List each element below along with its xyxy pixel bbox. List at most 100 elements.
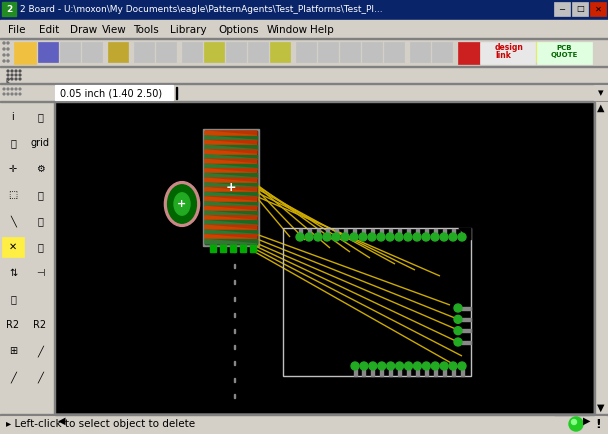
Text: ✛: ✛ xyxy=(9,164,17,174)
Circle shape xyxy=(11,70,13,72)
Circle shape xyxy=(7,88,9,90)
Bar xyxy=(2,289,24,309)
Text: ▶: ▶ xyxy=(583,416,591,426)
Bar xyxy=(230,244,236,252)
Bar xyxy=(108,42,128,62)
Text: ⊞: ⊞ xyxy=(9,346,17,356)
Bar xyxy=(2,315,24,335)
Ellipse shape xyxy=(164,181,199,227)
Circle shape xyxy=(350,233,358,241)
Bar xyxy=(233,378,235,381)
Circle shape xyxy=(359,233,367,241)
Text: ╱: ╱ xyxy=(10,371,16,383)
Circle shape xyxy=(3,60,5,62)
Circle shape xyxy=(378,362,385,370)
Bar xyxy=(250,244,256,252)
Text: Library: Library xyxy=(170,25,207,35)
Bar xyxy=(407,229,410,237)
Text: +: + xyxy=(178,199,187,209)
Circle shape xyxy=(7,78,9,80)
Bar xyxy=(0,39,608,67)
Bar xyxy=(233,394,235,398)
Bar xyxy=(2,211,24,231)
Polygon shape xyxy=(205,206,257,211)
Bar xyxy=(325,229,328,237)
Polygon shape xyxy=(205,136,257,141)
Circle shape xyxy=(458,233,466,241)
Circle shape xyxy=(19,70,21,72)
Circle shape xyxy=(15,74,17,76)
Circle shape xyxy=(449,233,457,241)
Bar xyxy=(590,416,606,432)
Bar xyxy=(434,368,437,376)
Bar xyxy=(389,229,392,237)
Circle shape xyxy=(11,88,13,90)
Bar xyxy=(461,306,471,309)
Polygon shape xyxy=(205,159,257,164)
Bar xyxy=(233,313,235,317)
Circle shape xyxy=(7,48,9,50)
Circle shape xyxy=(440,233,448,241)
Polygon shape xyxy=(205,192,257,197)
Text: ✕: ✕ xyxy=(9,242,17,252)
Bar xyxy=(362,42,382,62)
Polygon shape xyxy=(205,178,257,183)
Text: ╲: ╲ xyxy=(10,215,16,227)
Bar xyxy=(220,244,226,252)
Polygon shape xyxy=(205,155,257,159)
Bar xyxy=(380,368,383,376)
Bar xyxy=(0,83,608,84)
Bar xyxy=(55,102,608,414)
Bar xyxy=(233,264,235,268)
Bar xyxy=(233,329,235,333)
Bar xyxy=(416,368,419,376)
Bar xyxy=(29,133,51,153)
Bar xyxy=(461,318,471,321)
Bar xyxy=(371,368,375,376)
Bar xyxy=(537,42,592,64)
Circle shape xyxy=(449,362,457,370)
Bar xyxy=(461,341,471,343)
Text: +: + xyxy=(226,181,237,194)
Circle shape xyxy=(11,78,13,80)
Text: ⚙: ⚙ xyxy=(36,164,44,174)
Circle shape xyxy=(3,42,5,44)
Circle shape xyxy=(396,362,404,370)
Circle shape xyxy=(3,48,5,50)
Circle shape xyxy=(15,78,17,80)
Bar xyxy=(407,368,410,376)
Text: 🔧: 🔧 xyxy=(37,216,43,226)
Text: grid: grid xyxy=(30,138,49,148)
Text: 2 Board - U:\moxon\My Documents\eagle\PatternAgents\Test_Platforms\Test_Pl...: 2 Board - U:\moxon\My Documents\eagle\Pa… xyxy=(20,6,382,14)
Bar xyxy=(29,341,51,361)
Bar xyxy=(532,42,552,62)
Text: ⊣: ⊣ xyxy=(36,268,44,278)
Circle shape xyxy=(3,54,5,56)
Polygon shape xyxy=(205,239,257,244)
Bar xyxy=(340,42,360,62)
Bar xyxy=(0,102,55,414)
Polygon shape xyxy=(459,228,471,240)
Circle shape xyxy=(296,233,304,241)
Bar xyxy=(29,263,51,283)
Bar xyxy=(318,42,338,62)
Circle shape xyxy=(3,93,5,95)
Bar xyxy=(29,367,51,387)
Polygon shape xyxy=(205,131,257,136)
Polygon shape xyxy=(205,155,257,159)
Bar xyxy=(60,42,80,62)
Bar xyxy=(424,229,427,237)
Circle shape xyxy=(404,233,412,241)
Text: R2: R2 xyxy=(33,320,47,330)
Text: 0.05 inch (1.40 2.50): 0.05 inch (1.40 2.50) xyxy=(60,88,162,98)
Bar xyxy=(384,42,404,62)
Polygon shape xyxy=(205,150,257,155)
Text: ╱: ╱ xyxy=(37,371,43,383)
Bar xyxy=(233,280,235,284)
Polygon shape xyxy=(205,239,257,244)
Circle shape xyxy=(3,88,5,90)
Circle shape xyxy=(15,93,17,95)
Polygon shape xyxy=(205,230,257,235)
Circle shape xyxy=(431,362,439,370)
Circle shape xyxy=(423,362,430,370)
